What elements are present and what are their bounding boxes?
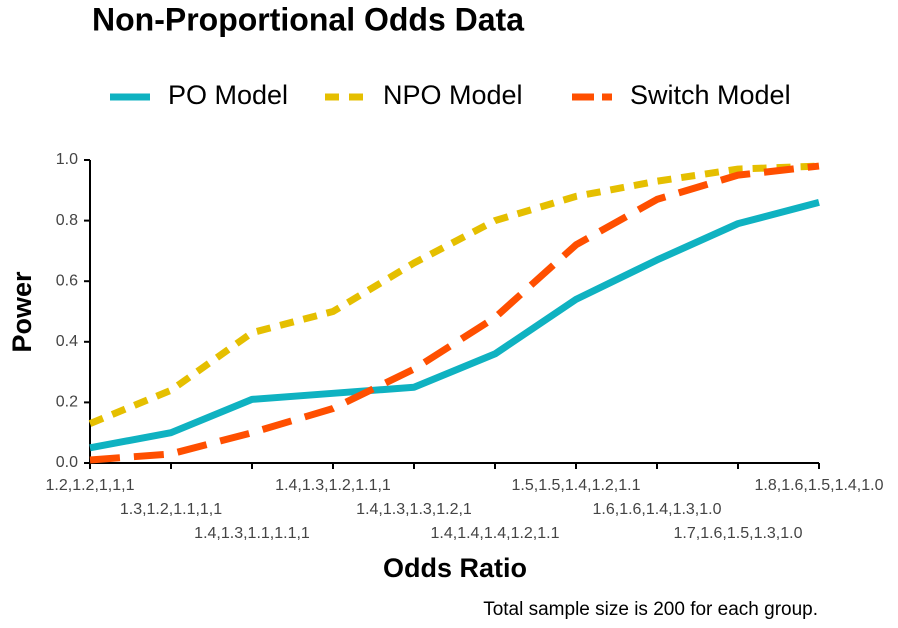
y-tick-label: 0.8 bbox=[56, 212, 78, 229]
legend-label: NPO Model bbox=[383, 80, 523, 110]
series-line bbox=[89, 199, 820, 452]
x-tick-label: 1.2,1.2,1,1,1 bbox=[46, 477, 135, 494]
legend-label: Switch Model bbox=[630, 80, 791, 110]
x-tick-label: 1.4,1.3,1.3,1.2,1 bbox=[356, 501, 472, 518]
legend-label: PO Model bbox=[168, 80, 288, 110]
x-axis-title: Odds Ratio bbox=[383, 553, 527, 583]
x-tick-label: 1.7,1.6,1.5,1.3,1.0 bbox=[674, 525, 803, 542]
x-tick-label: 1.8,1.6,1.5,1.4,1.0 bbox=[755, 477, 884, 494]
x-tick-label: 1.6,1.6,1.4,1.3,1.0 bbox=[593, 501, 722, 518]
x-tick-label: 1.4,1.3,1.1,1.1,1 bbox=[194, 525, 310, 542]
x-tick-label: 1.4,1.4,1.4,1.2,1.1 bbox=[431, 525, 560, 542]
x-tick-label: 1.3,1.2,1.1,1,1 bbox=[120, 501, 222, 518]
chart-title: Non-Proportional Odds Data bbox=[92, 1, 524, 37]
x-tick-label: 1.4,1.3,1.2,1.1,1 bbox=[275, 477, 391, 494]
series-line bbox=[88, 162, 820, 427]
y-tick-label: 0.0 bbox=[56, 454, 78, 471]
y-tick-label: 1.0 bbox=[56, 151, 78, 168]
caption: Total sample size is 200 for each group. bbox=[483, 599, 818, 620]
y-tick-label: 0.4 bbox=[56, 333, 78, 350]
y-tick-label: 0.2 bbox=[56, 394, 78, 411]
x-tick-label: 1.5,1.5,1.4,1.2,1.1 bbox=[512, 477, 641, 494]
y-tick-label: 0.6 bbox=[56, 272, 78, 289]
series-line bbox=[89, 162, 820, 464]
y-axis-title: Power bbox=[7, 271, 37, 353]
